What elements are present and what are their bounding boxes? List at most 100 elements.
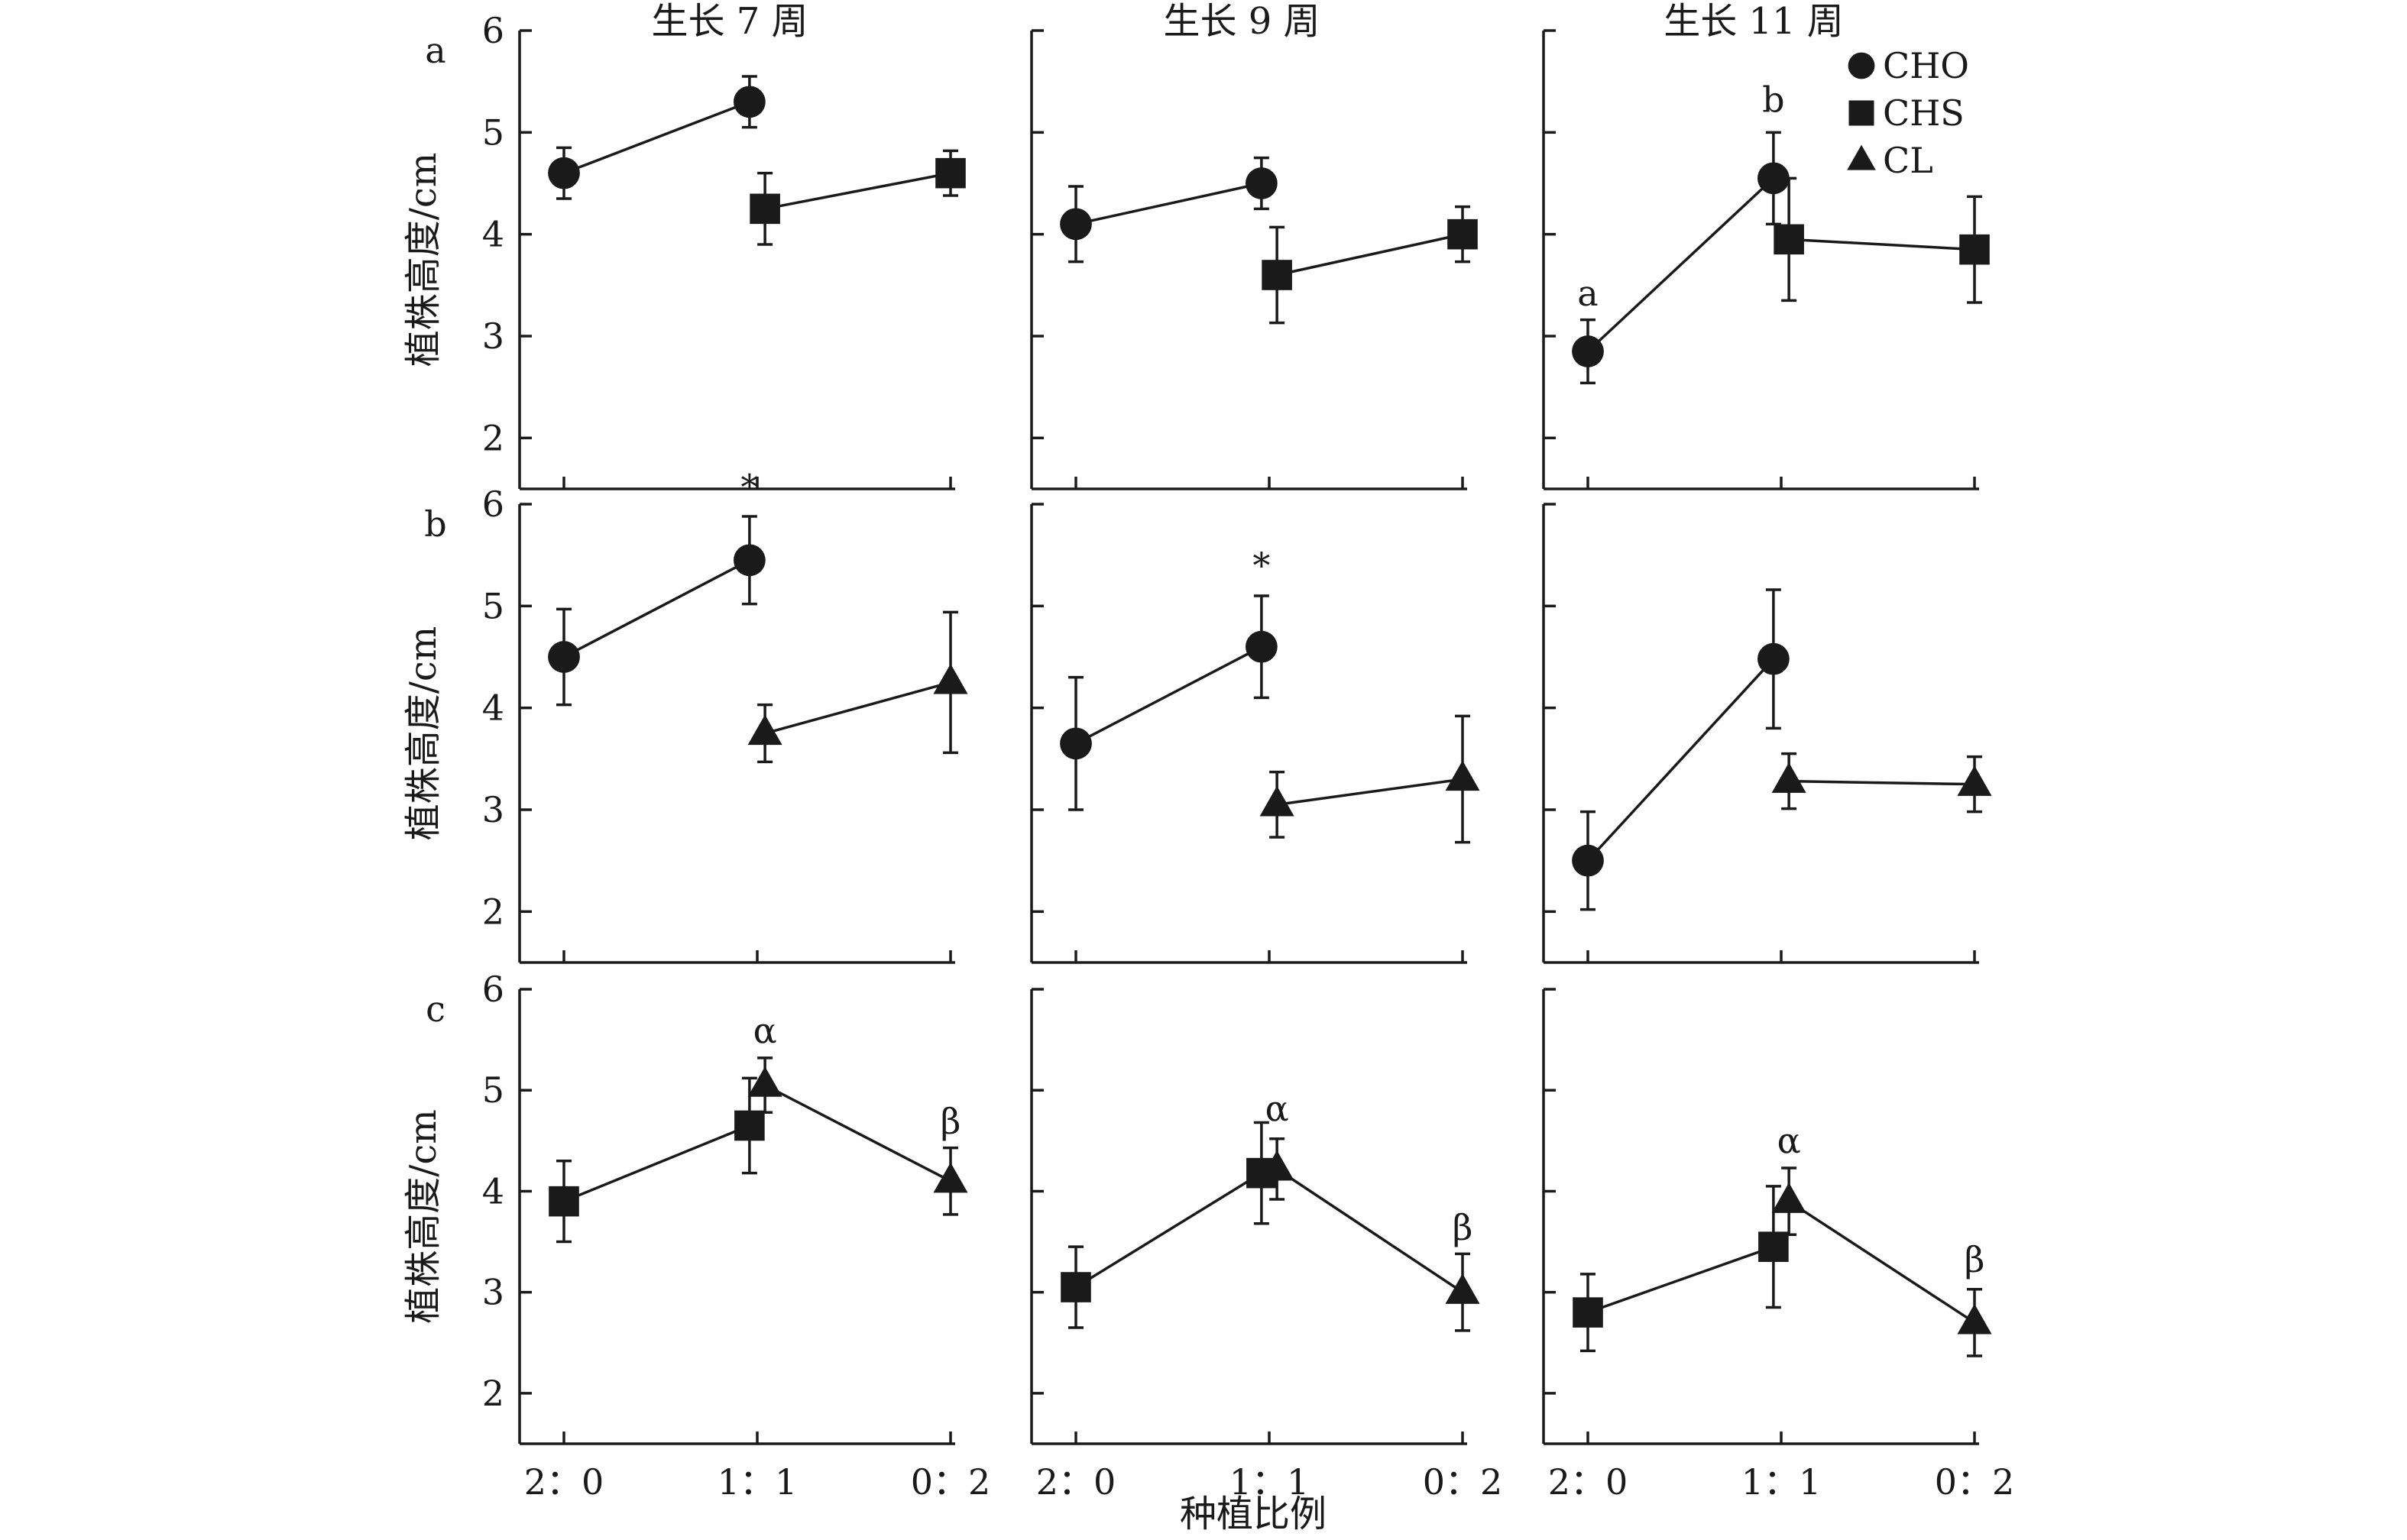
data-point-CL <box>1259 1150 1294 1181</box>
column-titles: 生长 7 周 生长 9 周 生长 11 周 <box>651 0 1843 43</box>
row-letter-a: a <box>425 30 445 71</box>
series-line-CL <box>764 1084 951 1182</box>
annotation: a <box>1577 273 1598 314</box>
annotation: * <box>1252 545 1270 586</box>
legend-entry-CL: CL <box>1847 140 1933 181</box>
series-CL <box>1771 1166 1992 1357</box>
data-point-CHS <box>1959 234 1990 265</box>
series-line-CHO <box>563 558 750 658</box>
legend: CHO CHS CL <box>1847 45 1969 181</box>
series-CL <box>1259 714 1480 844</box>
series-line-CHO <box>563 100 750 175</box>
panel-b-3 <box>1542 503 1992 964</box>
annotation: β <box>1453 1207 1473 1248</box>
series-CHO <box>1572 588 1790 911</box>
data-point-CHS <box>750 193 780 225</box>
legend-entry-CHO: CHO <box>1848 45 1969 86</box>
x-tick-label: 0：2 <box>1935 1461 2015 1503</box>
data-point-CHO <box>1757 162 1790 195</box>
data-point-CL <box>1957 765 1992 796</box>
x-tick-label: 0：2 <box>911 1461 991 1503</box>
legend-marker-CHS <box>1848 100 1874 126</box>
series-CHO <box>548 75 766 200</box>
series-line-CL <box>1276 1167 1463 1294</box>
series-line-CHS <box>764 171 951 211</box>
x-tick-label: 2：0 <box>1036 1461 1116 1503</box>
series-CHO <box>1060 156 1278 264</box>
column-title-1: 生长 7 周 <box>651 0 808 43</box>
series-line-CHO <box>1075 645 1262 745</box>
data-point-CL <box>1957 1303 1992 1335</box>
data-point-CL <box>1771 762 1806 793</box>
y-tick-label: 5 <box>482 585 504 626</box>
panel-b-1: 2 3 4 5 6b * <box>424 466 968 964</box>
data-point-CHO <box>1246 630 1278 663</box>
data-point-CHO <box>734 86 766 118</box>
data-point-CHO <box>1757 642 1790 675</box>
series-CHO <box>1572 131 1790 385</box>
data-point-CHO <box>1572 844 1604 877</box>
annotation: β <box>1965 1239 1985 1280</box>
y-tick-label: 2 <box>482 891 504 932</box>
series-CHS <box>549 1076 765 1244</box>
legend-label: CHO <box>1883 45 1969 86</box>
series-line-CL <box>1276 778 1463 807</box>
axis-labels: 植株高度/cm 植株高度/cm 植株高度/cm 种植比例 <box>402 153 1327 1535</box>
y-tick-label: 5 <box>482 112 504 153</box>
x-tick-label: 1：1 <box>1229 1461 1310 1503</box>
panel-a-2 <box>1030 29 1478 490</box>
data-point-CHS <box>1447 218 1478 250</box>
x-tick-label: 2：0 <box>1548 1461 1628 1503</box>
data-point-CHO <box>1060 208 1092 241</box>
panel-c-3: 2：0 1：1 0：2 α β <box>1542 988 2015 1503</box>
series-line-CHO <box>1075 182 1262 226</box>
data-point-CHS <box>734 1110 765 1141</box>
series-line-CL <box>1788 1200 1975 1324</box>
data-point-CHS <box>1573 1297 1603 1328</box>
data-point-CHO <box>1572 335 1604 367</box>
x-tick-label: 1：1 <box>1741 1461 1822 1503</box>
annotation: α <box>753 1010 777 1051</box>
data-point-CHS <box>1774 224 1804 255</box>
data-point-CHS <box>935 157 966 189</box>
panel-a-3: ab <box>1542 29 1990 490</box>
series-CL <box>1259 1137 1480 1332</box>
y-tick-label: 6 <box>482 484 504 525</box>
series-CHS <box>1774 176 1990 304</box>
y-tick-label: 4 <box>482 214 504 255</box>
series-CHO <box>548 515 766 707</box>
panel-c-1: 2 3 4 5 6 2：0 1：1 0：2 c α β <box>426 969 990 1503</box>
data-point-CL <box>1445 1273 1480 1304</box>
series-line-CHS <box>1789 238 1975 251</box>
x-tick-label: 0：2 <box>1423 1461 1503 1503</box>
series-CHO <box>1060 594 1278 811</box>
data-point-CHS <box>1758 1231 1789 1262</box>
y-axis-label: 植株高度/cm <box>402 153 445 367</box>
y-tick-label: 3 <box>482 315 504 357</box>
y-axis-label: 植株高度/cm <box>402 1109 445 1324</box>
y-tick-label: 2 <box>482 1373 504 1414</box>
y-axis-label: 植株高度/cm <box>402 626 445 841</box>
annotation: α <box>1265 1088 1289 1129</box>
series-CL <box>747 1056 968 1216</box>
data-point-CL <box>747 1066 782 1097</box>
legend-marker-CL <box>1847 144 1876 170</box>
data-point-CL <box>1259 785 1294 817</box>
series-CHS <box>1573 1185 1789 1353</box>
column-title-2: 生长 9 周 <box>1163 0 1320 43</box>
x-axis-label: 种植比例 <box>1180 1493 1327 1535</box>
panel-a-1: 2 3 4 5 6a <box>425 10 966 490</box>
data-point-CL <box>1771 1182 1806 1213</box>
annotation: β <box>941 1101 961 1142</box>
panel-c-2: 2：0 1：1 0：2 α β <box>1030 988 1503 1503</box>
series-line-CHO <box>1586 658 1775 862</box>
legend-marker-CHO <box>1848 52 1875 79</box>
data-point-CL <box>933 663 968 694</box>
data-point-CL <box>933 1162 968 1193</box>
row-letter-b: b <box>424 503 446 545</box>
data-point-CHS <box>1061 1272 1091 1302</box>
column-title-3: 生长 11 周 <box>1664 0 1844 43</box>
series-line-CHS <box>1075 1172 1262 1289</box>
